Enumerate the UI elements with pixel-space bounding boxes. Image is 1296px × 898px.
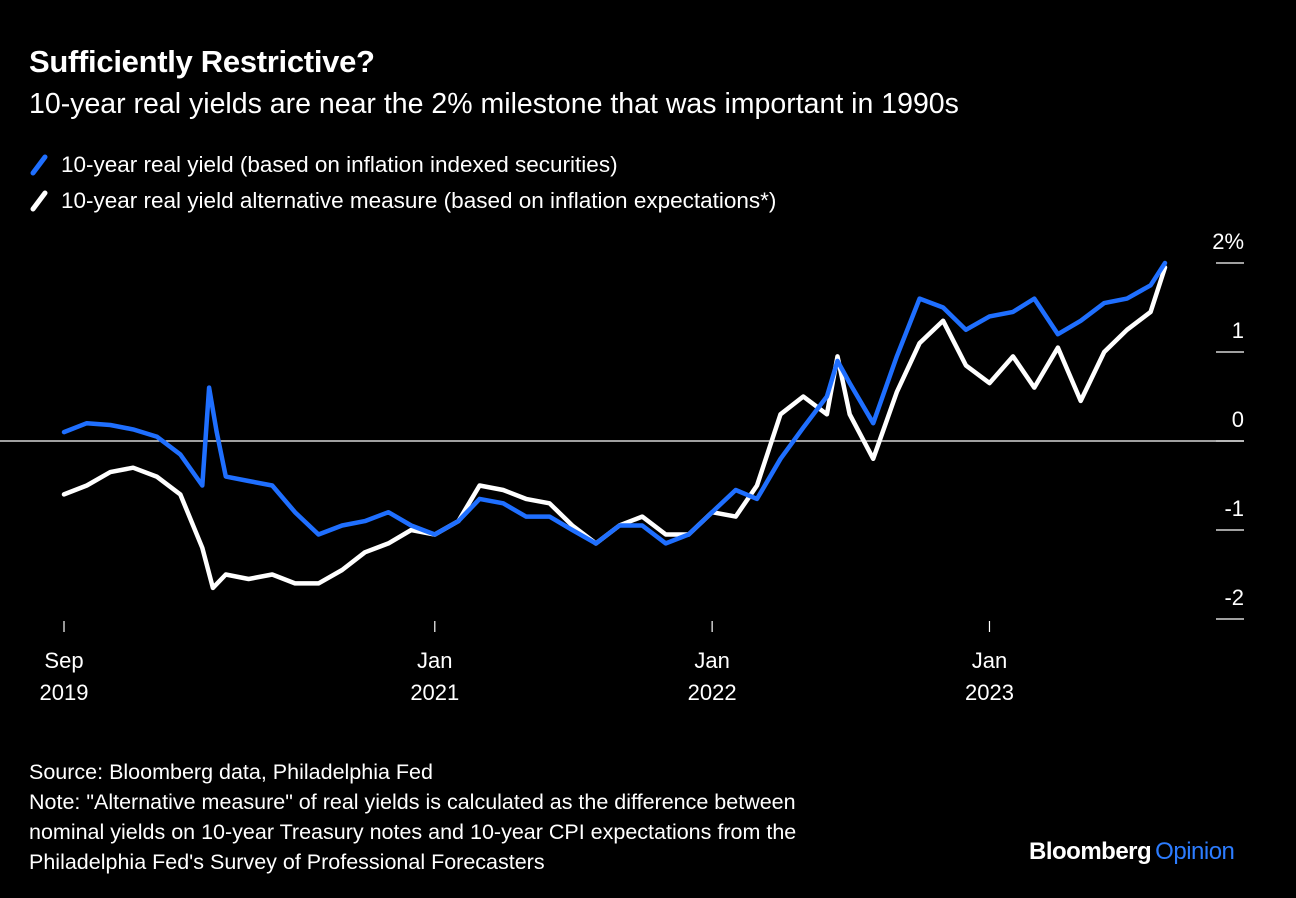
y-tick-label: -1 [1224, 496, 1244, 521]
y-tick-label: 0 [1232, 407, 1244, 432]
note-line-2: nominal yields on 10-year Treasury notes… [29, 820, 797, 844]
y-tick-label: 1 [1232, 318, 1244, 343]
chart-title: Sufficiently Restrictive? [29, 44, 375, 79]
brand-logo: Bloomberg Opinion [1029, 838, 1235, 866]
chart-subtitle: 10-year real yields are near the 2% mile… [29, 88, 959, 120]
x-tick-label-year: 2023 [965, 680, 1014, 705]
x-tick-label-year: 2021 [410, 680, 459, 705]
x-tick-label-month: Jan [694, 648, 729, 673]
brand-bloomberg: Bloomberg [1029, 838, 1152, 865]
x-tick-label-year: 2019 [40, 680, 89, 705]
legend: 10-year real yield (based on inflation i… [29, 147, 776, 219]
y-tick-label: -2 [1224, 585, 1244, 610]
legend-swatch-white [30, 190, 48, 212]
legend-label-alternative: 10-year real yield alternative measure (… [61, 188, 777, 213]
series-line-indexed [61, 260, 1168, 546]
source-line: Source: Bloomberg data, Philadelphia Fed [29, 760, 433, 784]
x-tick-label-month: Jan [972, 648, 1007, 673]
x-tick-label-month: Jan [417, 648, 452, 673]
x-tick-label-month: Sep [44, 648, 83, 673]
note-line-3: Philadelphia Fed's Survey of Professiona… [29, 850, 545, 874]
y-tick-label: 2% [1212, 229, 1244, 254]
legend-swatch-blue [30, 154, 48, 176]
brand-opinion: Opinion [1155, 838, 1235, 865]
x-tick-label-year: 2022 [688, 680, 737, 705]
source-note: Source: Bloomberg data, Philadelphia Fed… [29, 757, 1029, 877]
legend-item-alternative: 10-year real yield alternative measure (… [29, 183, 776, 219]
legend-label-indexed: 10-year real yield (based on inflation i… [61, 152, 618, 177]
note-line-1: Note: "Alternative measure" of real yiel… [29, 790, 796, 814]
legend-item-indexed: 10-year real yield (based on inflation i… [29, 147, 776, 183]
